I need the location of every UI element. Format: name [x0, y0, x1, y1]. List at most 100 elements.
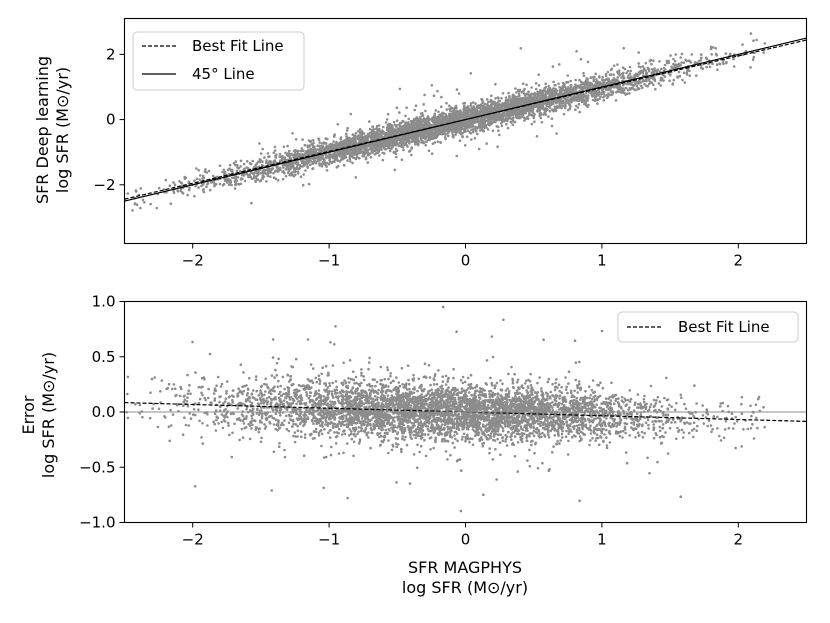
scatter-point — [715, 63, 719, 66]
scatter-point — [419, 136, 423, 140]
scatter-point — [708, 65, 712, 69]
scatter-point — [509, 113, 513, 117]
scatter-point — [617, 69, 621, 72]
scatter-point — [407, 123, 411, 126]
scatter-point — [325, 156, 328, 159]
scatter-point — [611, 92, 614, 95]
scatter-point — [443, 130, 446, 133]
scatter-point — [286, 144, 289, 148]
scatter-point — [516, 88, 520, 92]
scatter-point — [172, 189, 175, 193]
scatter-point — [230, 168, 234, 172]
scatter-point — [481, 111, 485, 114]
scatter-point — [546, 108, 549, 111]
scatter-point — [598, 97, 601, 101]
scatter-point — [575, 50, 578, 53]
scatter-point — [427, 149, 431, 152]
scatter-point — [422, 117, 426, 120]
scatter-point — [234, 160, 238, 163]
scatter-point — [504, 98, 508, 102]
scatter-point — [652, 83, 655, 86]
scatter-point — [506, 117, 510, 121]
scatter-point — [126, 192, 130, 195]
scatter-point — [362, 154, 366, 157]
scatter-point — [647, 79, 651, 82]
scatter-point — [688, 74, 691, 77]
scatter-point — [495, 106, 499, 110]
scatter-point — [404, 114, 407, 118]
scatter-point — [281, 170, 284, 173]
scatter-point — [711, 62, 714, 66]
scatter-point — [418, 126, 421, 130]
scatter-point — [387, 130, 391, 133]
scatter-point — [541, 95, 544, 98]
scatter-point — [484, 116, 488, 119]
scatter-point — [200, 184, 203, 188]
scatter-point — [346, 126, 349, 130]
scatter-point — [327, 163, 331, 166]
scatter-point — [455, 130, 459, 133]
scatter-point — [222, 182, 226, 186]
scatter-point — [555, 106, 559, 110]
scatter-point — [384, 121, 388, 124]
scatter-point — [547, 87, 550, 91]
scatter-point — [468, 131, 472, 134]
scatter-point — [300, 147, 304, 150]
scatter-point — [432, 127, 436, 131]
scatter-point — [391, 139, 395, 142]
scatter-point — [487, 121, 490, 125]
scatter-point — [667, 61, 671, 65]
scatter-point — [508, 96, 511, 99]
scatter-point — [304, 169, 307, 172]
scatter-point — [399, 138, 403, 142]
scatter-point — [358, 139, 361, 143]
scatter-point — [348, 154, 352, 157]
scatter-point — [339, 137, 343, 141]
scatter-point — [628, 92, 631, 95]
scatter-point — [139, 187, 143, 190]
scatter-point — [334, 158, 338, 161]
scatter-point — [199, 174, 202, 177]
scatter-point — [456, 117, 459, 121]
scatter-point — [282, 145, 286, 148]
scatter-point — [553, 107, 557, 111]
scatter-point — [668, 79, 671, 82]
scatter-point — [580, 82, 584, 85]
scatter-point — [463, 144, 467, 147]
scatter-point — [270, 167, 274, 171]
scatter-point — [478, 124, 482, 127]
scatter-point — [663, 75, 667, 79]
scatter-point — [379, 140, 382, 143]
scatter-point — [359, 132, 362, 135]
scatter-point — [255, 162, 259, 165]
scatter-point — [504, 104, 508, 107]
scatter-point — [594, 72, 597, 76]
scatter-point — [550, 124, 554, 128]
panel-top: −2 −1 0 1 2 −202 SFR Deep learning log SFR (… — [33, 17, 808, 270]
scatter-point — [654, 87, 657, 91]
scatter-point — [544, 85, 548, 89]
scatter-point — [749, 32, 753, 35]
scatter-point — [548, 110, 552, 113]
scatter-point — [544, 97, 547, 100]
scatter-point — [622, 46, 625, 50]
scatter-point — [273, 149, 277, 152]
scatter-point — [478, 129, 482, 132]
scatter-point — [281, 177, 285, 181]
scatter-point — [524, 97, 528, 100]
scatter-point — [462, 123, 466, 126]
scatter-point — [372, 149, 376, 153]
scatter-point — [310, 151, 313, 155]
scatter-point — [530, 92, 533, 96]
scatter-point — [515, 110, 518, 113]
scatter-point — [432, 94, 436, 97]
scatter-point — [329, 160, 332, 164]
scatter-point — [576, 96, 579, 100]
scatter-point — [444, 124, 448, 128]
scatter-point — [288, 149, 291, 153]
scatter-point — [685, 73, 689, 76]
scatter-point — [578, 78, 581, 82]
scatter-point — [318, 141, 322, 144]
scatter-point — [202, 188, 205, 191]
scatter-point — [463, 105, 466, 109]
